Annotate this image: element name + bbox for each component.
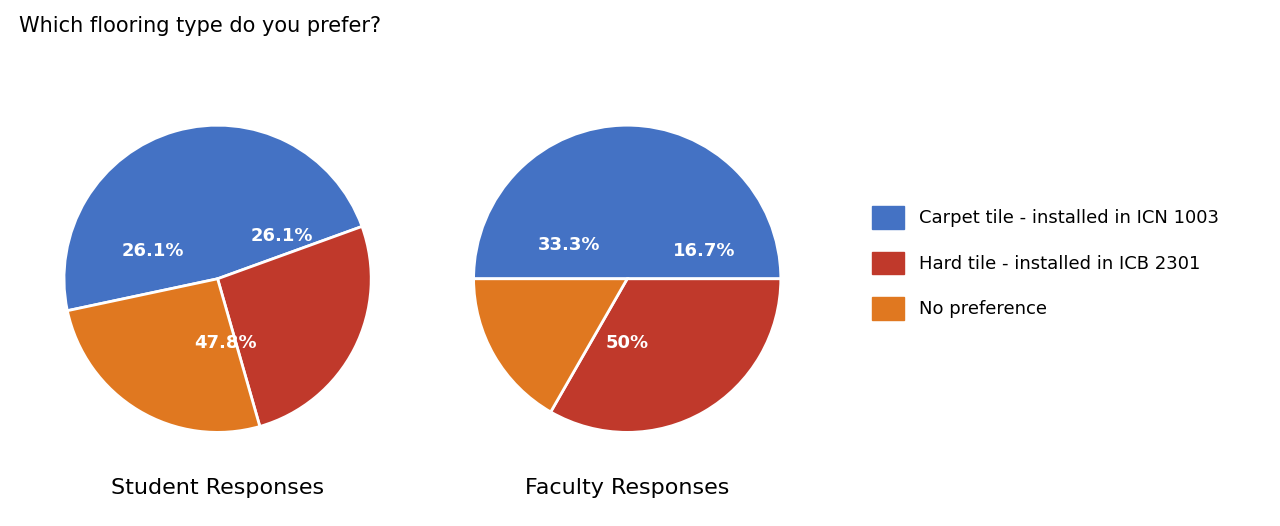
Wedge shape [64,125,362,311]
Text: 50%: 50% [605,335,649,352]
Text: 47.8%: 47.8% [195,335,256,352]
Title: Student Responses: Student Responses [111,478,324,498]
Title: Faculty Responses: Faculty Responses [525,478,730,498]
Text: Which flooring type do you prefer?: Which flooring type do you prefer? [19,16,381,36]
Wedge shape [68,279,260,432]
Wedge shape [218,227,371,427]
Text: 26.1%: 26.1% [251,227,314,245]
Text: 26.1%: 26.1% [122,242,184,260]
Wedge shape [474,279,627,412]
Text: 16.7%: 16.7% [673,242,735,260]
Wedge shape [550,279,781,432]
Legend: Carpet tile - installed in ICN 1003, Hard tile - installed in ICB 2301, No prefe: Carpet tile - installed in ICN 1003, Har… [854,188,1236,338]
Text: 33.3%: 33.3% [538,236,600,254]
Wedge shape [474,125,781,279]
